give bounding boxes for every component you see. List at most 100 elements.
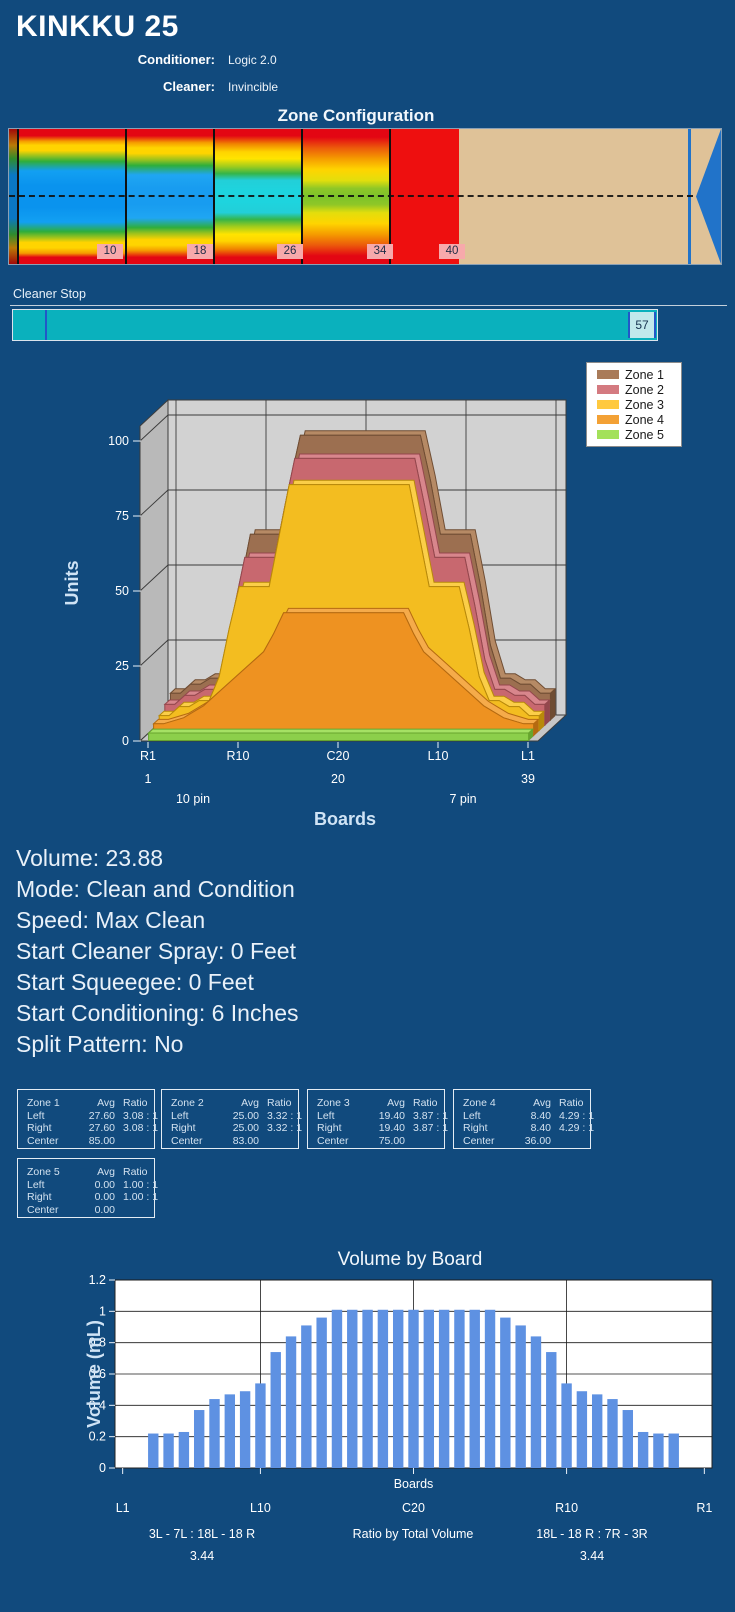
chart-legend: Zone 1 Zone 2 Zone 3 Zone 4 Zone 5 xyxy=(586,362,682,447)
avg-value: 36.00 xyxy=(524,1134,551,1147)
settings-line: Start Cleaner Spray: 0 Feet xyxy=(16,938,296,964)
zone-boundary-badge: 18 xyxy=(187,244,213,259)
zone-table-row: Left 8.40 4.29 : 1 xyxy=(463,1110,594,1123)
ratio-header: Ratio xyxy=(559,1097,584,1109)
left-wall xyxy=(139,398,169,743)
x-board-label: R1 xyxy=(696,1501,712,1515)
footnote-center: Ratio by Total Volume xyxy=(353,1527,474,1541)
zone-table-name: Zone 2 xyxy=(171,1097,204,1109)
volume-bar xyxy=(331,1309,343,1468)
ratio-value: 3.08 : 1 xyxy=(123,1122,159,1134)
x-board-label: C20 xyxy=(327,749,350,763)
ratio-value: 3.32 : 1 xyxy=(267,1109,303,1122)
y-tick-label: 1.2 xyxy=(89,1273,106,1287)
volume-bar xyxy=(377,1309,389,1468)
legend-item: Zone 5 xyxy=(597,427,681,442)
settings-line: Volume: 23.88 xyxy=(16,845,164,871)
avg-value: 0.00 xyxy=(94,1191,115,1203)
volume-bar xyxy=(224,1394,236,1468)
row-label: Center xyxy=(27,1134,59,1147)
volume-bar xyxy=(438,1309,450,1468)
row-label: Right xyxy=(463,1122,488,1134)
ratio-value: 4.29 : 1 xyxy=(559,1122,595,1134)
volume-bar xyxy=(546,1352,557,1468)
footnote-left-ratio: 3L - 7L : 18L - 18 R xyxy=(149,1527,255,1541)
series-front-face xyxy=(153,612,535,737)
zone-stats-table: Zone 3 Avg Ratio Left 19.40 3.87 : 1 Right 19.4… xyxy=(307,1089,448,1149)
row-label: Left xyxy=(27,1109,45,1122)
x-board-number: 20 xyxy=(331,772,345,786)
footnote-right-ratio: 18L - 18 R : 7R - 3R xyxy=(536,1527,647,1541)
zone-boundary-badge: 34 xyxy=(367,244,393,259)
x-board-label: L10 xyxy=(250,1501,271,1515)
x-axis-title: Boards xyxy=(314,809,376,829)
volume-bar xyxy=(163,1433,174,1468)
x-board-label: L1 xyxy=(521,749,535,763)
series-front-face xyxy=(148,732,530,741)
zone-stats-table: Zone 1 Avg Ratio Left 27.60 3.08 : 1 Right 27.6… xyxy=(17,1089,158,1149)
avg-value: 75.00 xyxy=(378,1134,405,1147)
y-tick-label: 0.8 xyxy=(89,1336,106,1350)
settings-line: Start Conditioning: 6 Inches xyxy=(16,1000,299,1026)
volume-bar xyxy=(255,1383,266,1468)
pin-label: 7 pin xyxy=(449,792,476,806)
zone-table-row: Left 25.00 3.32 : 1 xyxy=(171,1109,302,1123)
volume-bar xyxy=(622,1410,634,1468)
x-board-label: R10 xyxy=(227,749,250,763)
ratio-value: 1.00 : 1 xyxy=(123,1191,159,1203)
legend-label: Zone 5 xyxy=(625,427,664,442)
row-label: Center xyxy=(27,1203,59,1216)
avg-value: 0.00 xyxy=(94,1203,115,1216)
ratio-value: 3.87 : 1 xyxy=(413,1109,449,1122)
grid-wall xyxy=(139,564,169,592)
volume-bar xyxy=(301,1325,312,1468)
y-axis-title: Volume (mL) xyxy=(84,1320,104,1428)
ratio-value xyxy=(407,1135,451,1148)
legend-item: Zone 1 xyxy=(597,367,681,382)
cleaner-value: Invincible xyxy=(228,80,279,94)
avg-header: Avg xyxy=(533,1097,551,1109)
zone-table-row: Center 0.00 xyxy=(27,1204,149,1217)
y-tick-label: 75 xyxy=(115,509,129,523)
volume-bar xyxy=(239,1391,251,1468)
volume-by-board-chart: Volume by Board 0 0.2 0.4 0.6 0.8 1 1.2 L1 L10 C20… xyxy=(84,1249,713,1563)
volume-bar xyxy=(515,1325,526,1468)
legend-swatch xyxy=(597,400,619,409)
row-label: Left xyxy=(317,1109,335,1122)
volume-bar xyxy=(668,1433,679,1468)
ratio-value xyxy=(261,1135,305,1148)
zone-table-name: Zone 3 xyxy=(317,1097,350,1109)
avg-header: Avg xyxy=(97,1166,115,1178)
volume-bar xyxy=(193,1410,205,1468)
zone-table-row: Center 85.00 xyxy=(27,1135,149,1148)
avg-header: Avg xyxy=(97,1097,115,1109)
volume-bar xyxy=(285,1336,297,1468)
row-label: Right xyxy=(317,1122,342,1134)
avg-value: 25.00 xyxy=(232,1122,259,1134)
row-label: Left xyxy=(171,1109,189,1122)
settings-line: Start Squeegee: 0 Feet xyxy=(16,969,254,995)
volume-bar xyxy=(561,1383,572,1468)
zone-table-row: Left 19.40 3.87 : 1 xyxy=(317,1109,448,1123)
zones-3d-chart: 0 25 50 75 100 R1 1 R10 C20 20 L10 L1 39 10 pin 7 pin B… xyxy=(62,398,568,829)
row-label: Right xyxy=(27,1191,52,1203)
x-board-number: 39 xyxy=(521,772,535,786)
avg-value: 19.40 xyxy=(378,1109,405,1122)
volume-bar xyxy=(530,1336,542,1468)
zone-table-row: Center 83.00 xyxy=(171,1135,293,1148)
row-label: Right xyxy=(171,1122,196,1134)
cleaner-stop-bar: 57 xyxy=(12,309,658,341)
y-tick-label: 0 xyxy=(99,1461,106,1475)
series-top-surface xyxy=(147,728,535,734)
settings-line: Speed: Max Clean xyxy=(16,907,206,933)
ratio-value: 3.87 : 1 xyxy=(413,1122,449,1134)
y-tick-label: 0 xyxy=(122,734,129,748)
conditioner-label: Conditioner: xyxy=(137,52,215,67)
grid-wall xyxy=(139,414,169,442)
y-tick-label: 100 xyxy=(108,434,129,448)
zone-table-row: Right 8.40 4.29 : 1 xyxy=(463,1122,594,1135)
legend-swatch xyxy=(597,370,619,379)
ratio-value: 4.29 : 1 xyxy=(559,1109,595,1122)
avg-value: 83.00 xyxy=(232,1134,259,1147)
x-board-label: C20 xyxy=(402,1501,425,1515)
